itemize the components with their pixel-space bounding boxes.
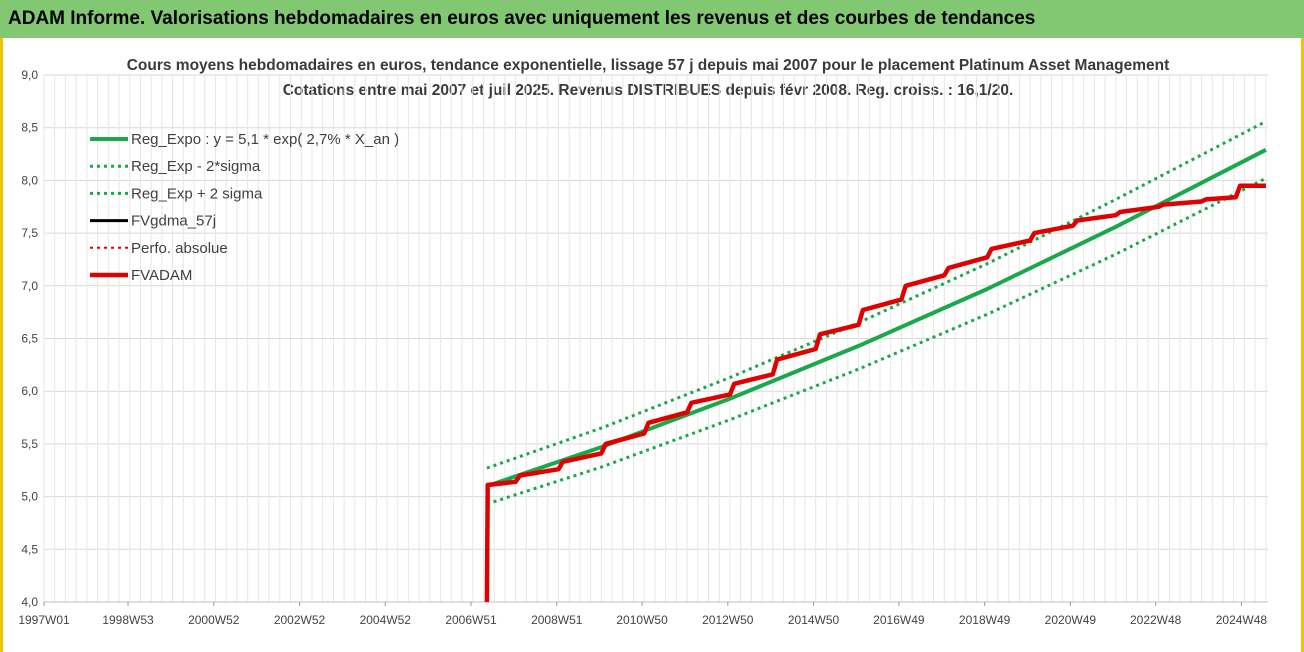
y-tick-label: 4,0 bbox=[21, 595, 38, 609]
y-axis: 4,0 4,5 5,0 5,5 6,0 6,5 7,0 7,5 8,0 8,5 9,0 bbox=[21, 68, 38, 609]
x-tick-label: 2012W50 bbox=[702, 613, 754, 627]
x-tick-label: 2002W52 bbox=[274, 613, 326, 627]
series-line-4 bbox=[485, 184, 1266, 603]
grid bbox=[43, 74, 1268, 603]
x-tick-label: 2000W52 bbox=[188, 613, 240, 627]
x-tick-label: 2008W51 bbox=[531, 613, 583, 627]
legend-label: Reg_Exp + 2 sigma bbox=[131, 185, 263, 202]
x-tick-label: 1997W01 bbox=[18, 613, 70, 627]
series-line-1 bbox=[486, 176, 1267, 506]
series-line-3 bbox=[485, 184, 1266, 603]
chart-frame bbox=[0, 38, 1304, 652]
legend-label: Reg_Expo : y = 5,1 * exp( 2,7% * X_an ) bbox=[131, 131, 399, 148]
report-header: ADAM Informe. Valorisations hebdomadaire… bbox=[0, 0, 1304, 38]
x-tick-label: 2022W48 bbox=[1130, 613, 1182, 627]
y-tick-label: 9,0 bbox=[21, 68, 38, 82]
report-title: ADAM Informe. Valorisations hebdomadaire… bbox=[8, 8, 1036, 29]
x-tick-label: 2014W50 bbox=[788, 613, 840, 627]
y-tick-label: 7,0 bbox=[21, 279, 38, 293]
legend: Reg_Expo : y = 5,1 * exp( 2,7% * X_an ) R… bbox=[90, 131, 399, 284]
x-tick-label: 2020W49 bbox=[1045, 613, 1097, 627]
legend-label: Perfo. absolue bbox=[131, 240, 228, 257]
x-tick-label: 2006W51 bbox=[445, 613, 497, 627]
x-tick-label: 2010W50 bbox=[616, 613, 668, 627]
legend-label: FVgdma_57j bbox=[131, 213, 216, 230]
y-tick-label: 8,5 bbox=[21, 121, 38, 135]
y-tick-label: 6,0 bbox=[21, 384, 38, 398]
chart-subtitle: Cotations entre mai 2007 et juil 2025. R… bbox=[283, 82, 1014, 99]
y-tick-label: 7,5 bbox=[21, 226, 38, 240]
y-tick-label: 5,0 bbox=[21, 490, 38, 504]
x-tick-label: 2016W49 bbox=[873, 613, 925, 627]
series-line-2 bbox=[486, 120, 1267, 470]
x-tick-label: 2004W52 bbox=[360, 613, 412, 627]
y-tick-label: 8,0 bbox=[21, 173, 38, 187]
x-tick-label: 2024W48 bbox=[1216, 613, 1268, 627]
x-tick-label: 2018W49 bbox=[959, 613, 1011, 627]
series-line-5 bbox=[484, 183, 1266, 603]
legend-label: FVADAM bbox=[131, 267, 192, 284]
x-axis: 1997W01 1998W53 2000W52 2002W52 2004W52 2006W… bbox=[18, 602, 1267, 627]
plot-area bbox=[484, 120, 1267, 603]
y-tick-label: 6,5 bbox=[21, 332, 38, 346]
chart-title: Cours moyens hebdomadaires en euros, ten… bbox=[127, 57, 1170, 74]
x-tick-label: 1998W53 bbox=[102, 613, 154, 627]
y-tick-label: 5,5 bbox=[21, 437, 38, 451]
legend-label: Reg_Exp - 2*sigma bbox=[131, 158, 261, 175]
y-tick-label: 4,5 bbox=[21, 542, 38, 556]
series-line-0 bbox=[486, 148, 1267, 488]
